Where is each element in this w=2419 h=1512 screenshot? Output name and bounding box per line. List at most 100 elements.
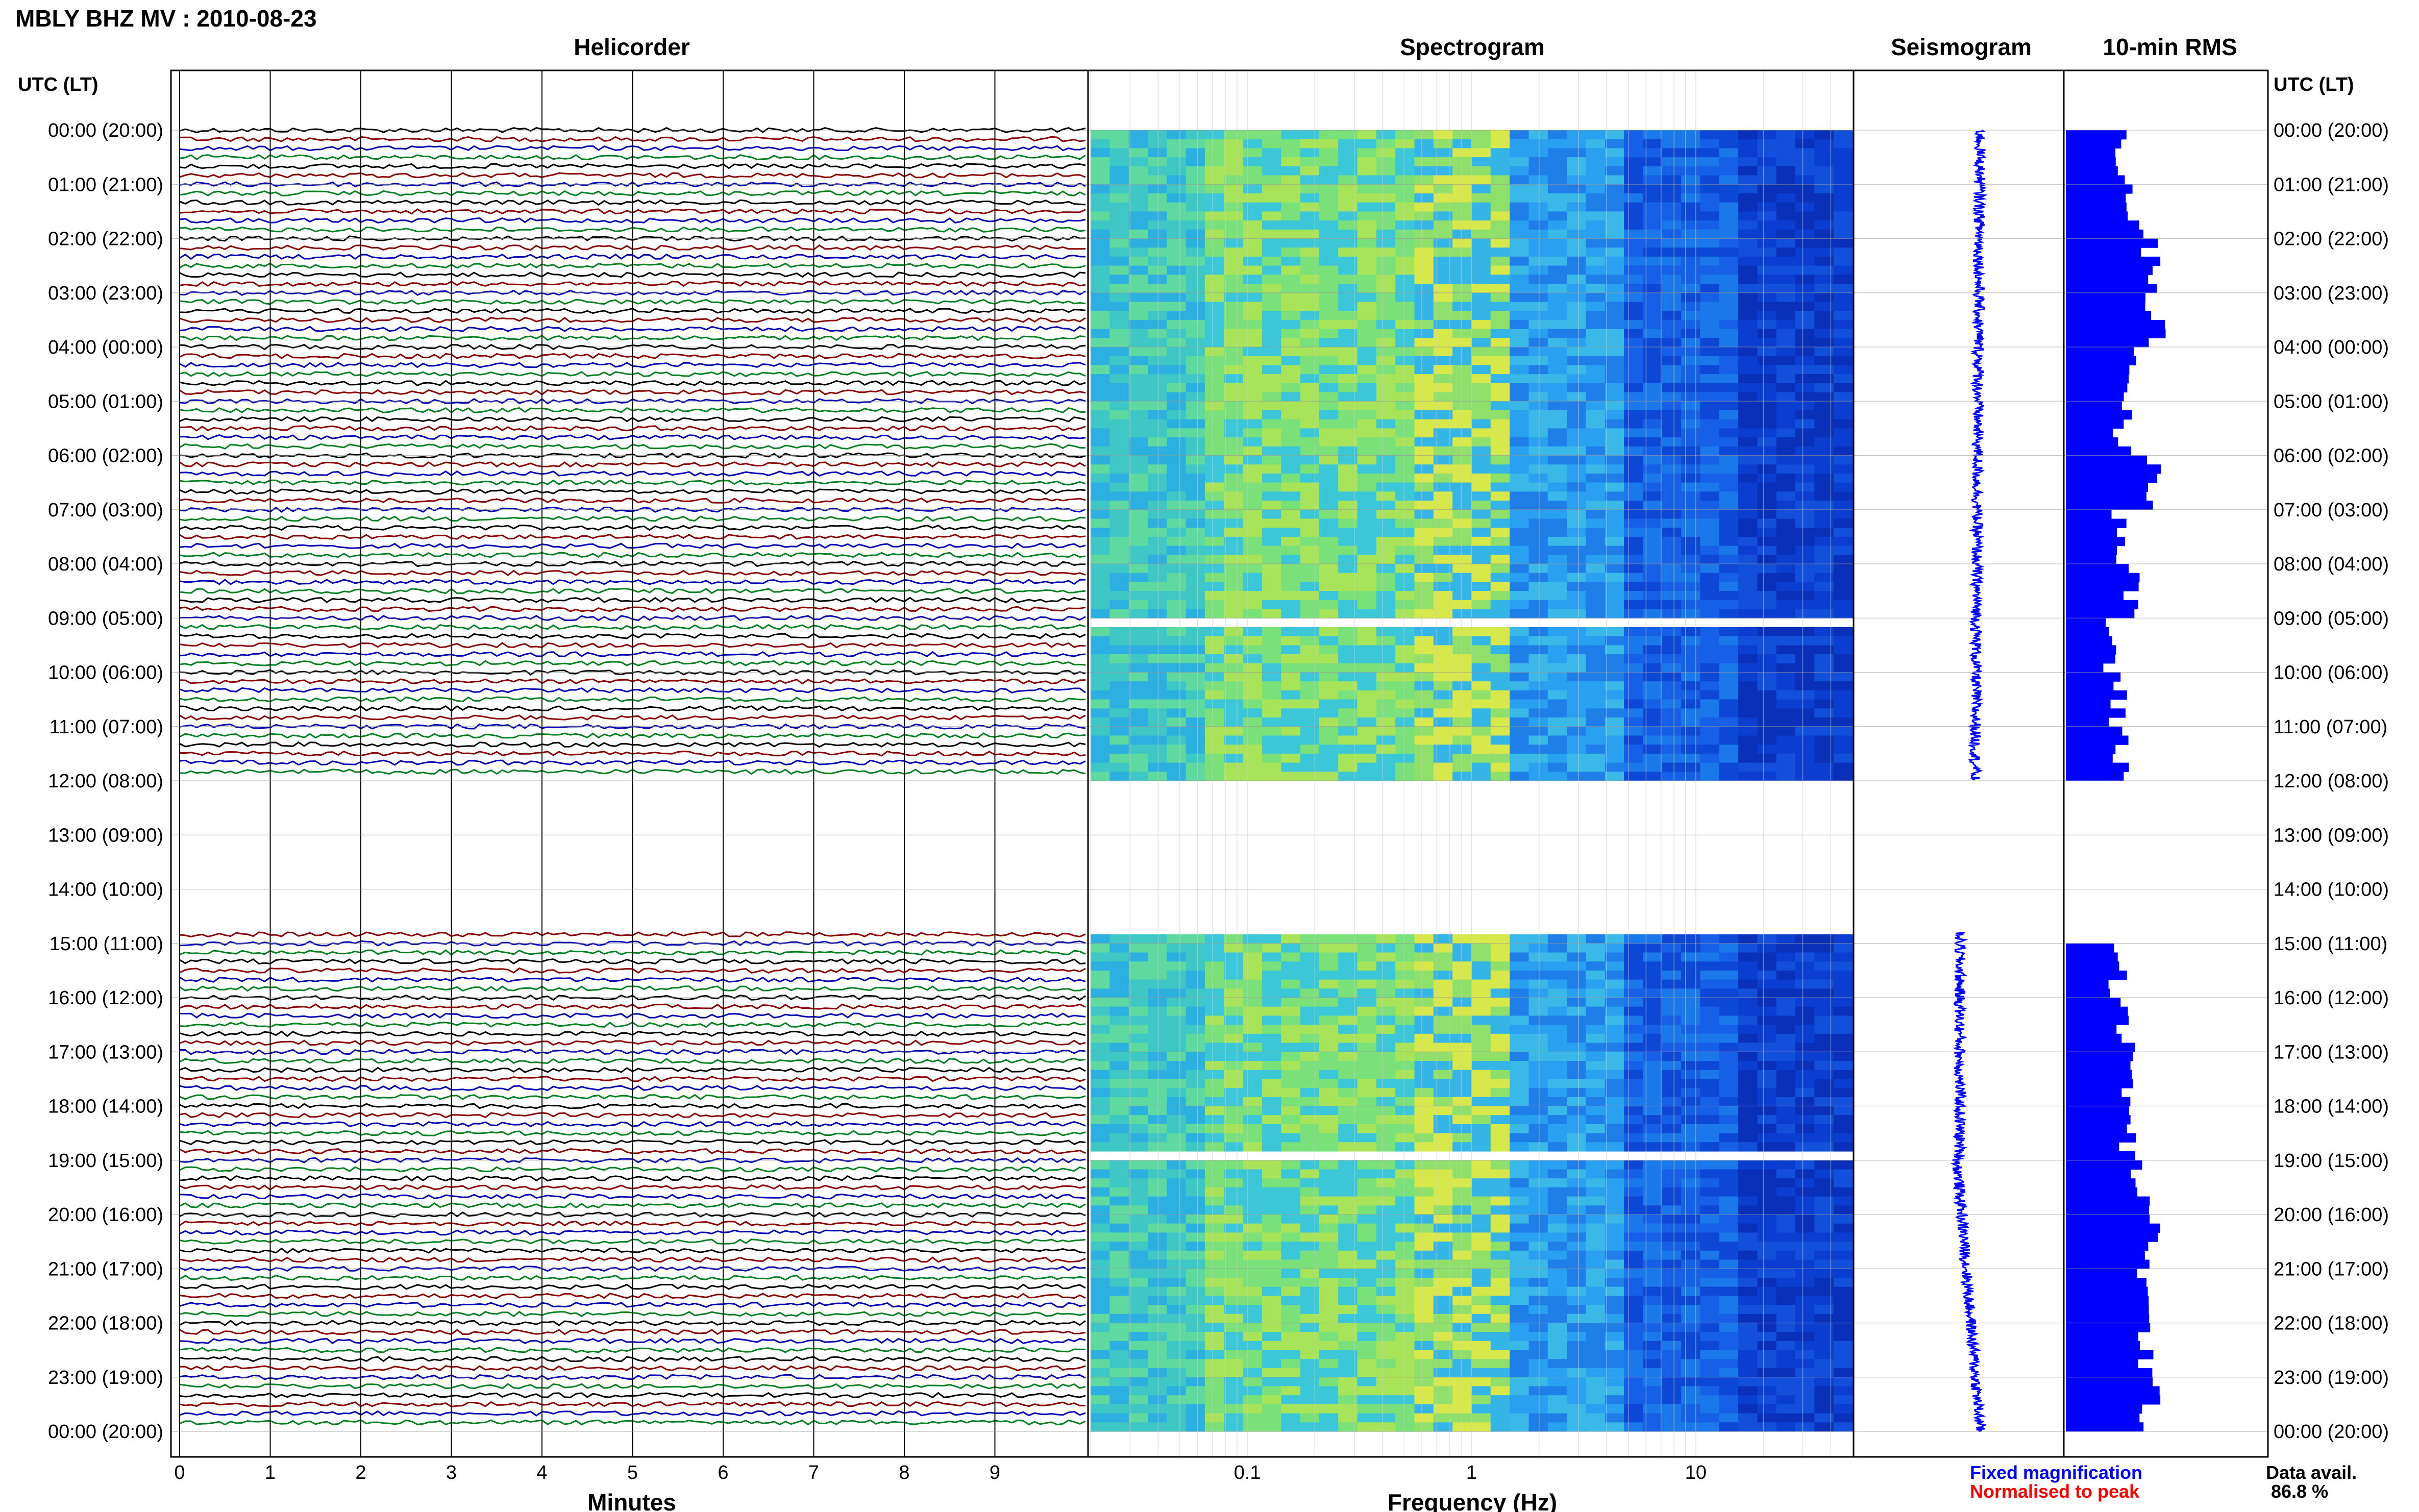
spectrogram-cell [1357, 753, 1377, 763]
spectrogram-cell [1414, 247, 1434, 257]
spectrogram-cell [1776, 699, 1796, 709]
spectrogram-cell [1224, 1305, 1244, 1315]
spectrogram-cell [1643, 347, 1663, 357]
spectrogram-cell [1262, 1006, 1282, 1016]
spectrogram-cell [1605, 229, 1625, 239]
spectrogram-cell [1167, 1061, 1187, 1071]
spectrogram-cell [1738, 1070, 1758, 1079]
spectrogram-cell [1776, 1259, 1796, 1269]
spectrogram-cell [1300, 717, 1320, 727]
spectrogram-cell [1319, 961, 1339, 971]
spectrogram-cell [1224, 654, 1244, 664]
spectrogram-cell [1624, 1205, 1644, 1215]
spectrogram-cell [1605, 1359, 1625, 1369]
spectrogram-cell [1586, 365, 1606, 375]
spectrogram-cell [1204, 1368, 1225, 1378]
spectrogram-cell [1528, 1332, 1548, 1342]
spectrogram-cell [1243, 1323, 1263, 1332]
spectrogram-cell [1091, 1368, 1110, 1378]
spectrogram-cell [1700, 735, 1720, 745]
spectrogram-cell [1357, 1259, 1377, 1269]
spectrogram-cell [1338, 256, 1358, 266]
spectrogram-cell [1738, 329, 1758, 338]
spectrogram-cell [1128, 1025, 1148, 1034]
spectrogram-cell [1167, 717, 1187, 727]
spectrogram-cell [1091, 717, 1110, 727]
spectrogram-cell [1376, 157, 1396, 167]
spectrogram-cell [1719, 1115, 1739, 1125]
spectrogram-cell [1091, 1124, 1110, 1134]
spectrogram-cell [1719, 166, 1739, 176]
spectrogram-cell [1814, 1205, 1834, 1215]
spectrogram-cell [1300, 464, 1320, 474]
spectrogram-cell [1795, 1052, 1815, 1061]
spectrogram-cell [1128, 961, 1148, 971]
spectrogram-cell [1700, 1259, 1720, 1269]
spectrogram-cell [1586, 1033, 1606, 1044]
spectrogram-cell [1490, 166, 1511, 176]
spectrogram-cell [1719, 753, 1739, 763]
spectrogram-cell [1224, 229, 1244, 239]
spectrogram-cell [1433, 1106, 1453, 1116]
spectrogram-cell [1814, 1196, 1834, 1206]
spectrogram-cell [1547, 1350, 1568, 1359]
spectrogram-cell [1414, 998, 1434, 1007]
spectrogram-cell [1224, 1025, 1244, 1034]
spectrogram-cell [1833, 1088, 1853, 1098]
spectrogram-cell [1719, 1296, 1739, 1305]
spectrogram-cell [1395, 302, 1415, 311]
spectrogram-cell [1567, 446, 1587, 456]
spectrogram-cell [1109, 1341, 1129, 1351]
spectrogram-cell [1833, 130, 1853, 140]
spectrogram-cell [1700, 265, 1720, 275]
spectrogram-cell [1109, 1006, 1129, 1016]
spectrogram-cell [1776, 708, 1796, 718]
spectrogram-cell [1338, 247, 1358, 257]
spectrogram-cell [1528, 1106, 1548, 1116]
spectrogram-cell [1605, 501, 1625, 510]
spectrogram-cell [1567, 338, 1587, 348]
spectrogram-cell [1395, 1052, 1415, 1061]
spectrogram-cell [1109, 401, 1129, 411]
spectrogram-cell [1300, 1223, 1320, 1233]
spectrogram-cell [1700, 681, 1720, 691]
spectrogram-cell [1433, 979, 1453, 989]
spectrogram-cell [1586, 1350, 1606, 1359]
spectrogram-cell [1167, 1350, 1187, 1359]
spectrogram-cell [1148, 482, 1168, 492]
spectrogram-cell [1833, 319, 1853, 330]
spectrogram-cell [1586, 437, 1606, 447]
spectrogram-cell [1109, 347, 1129, 357]
spectrogram-cell [1471, 1278, 1491, 1287]
spectrogram-cell [1338, 1178, 1358, 1188]
spectrogram-cell [1414, 573, 1434, 582]
spectrogram-cell [1395, 681, 1415, 691]
spectrogram-cell [1814, 329, 1834, 338]
spectrogram-cell [1528, 681, 1548, 691]
spectrogram-cell [1109, 356, 1129, 365]
spectrogram-cell [1833, 1178, 1853, 1188]
spectrogram-cell [1471, 347, 1491, 357]
spectrogram-cell [1738, 455, 1758, 465]
spectrogram-cell [1243, 1178, 1263, 1188]
spectrogram-cell [1643, 1386, 1663, 1396]
spectrogram-cell [1814, 708, 1834, 718]
spectrogram-cell [1662, 1079, 1682, 1088]
spectrogram-cell [1300, 1142, 1320, 1152]
spectrogram-cell [1128, 1232, 1148, 1242]
spectrogram-cell [1395, 356, 1415, 365]
spectrogram-cell [1547, 1377, 1568, 1387]
spectrogram-cell [1452, 555, 1472, 564]
spectrogram-cell [1471, 1124, 1491, 1134]
spectrogram-cell [1338, 1305, 1358, 1315]
spectrogram-cell [1433, 1323, 1453, 1332]
spectrogram-cell [1605, 265, 1625, 275]
spectrogram-cell [1300, 455, 1320, 465]
spectrogram-cell [1757, 636, 1777, 646]
spectrogram-cell [1243, 1242, 1263, 1251]
spectrogram-cell [1586, 356, 1606, 365]
spectrogram-cell [1091, 726, 1110, 736]
spectrogram-cell [1109, 1269, 1129, 1278]
spectrogram-cell [1091, 1386, 1110, 1396]
spectrogram-cell [1452, 979, 1472, 989]
